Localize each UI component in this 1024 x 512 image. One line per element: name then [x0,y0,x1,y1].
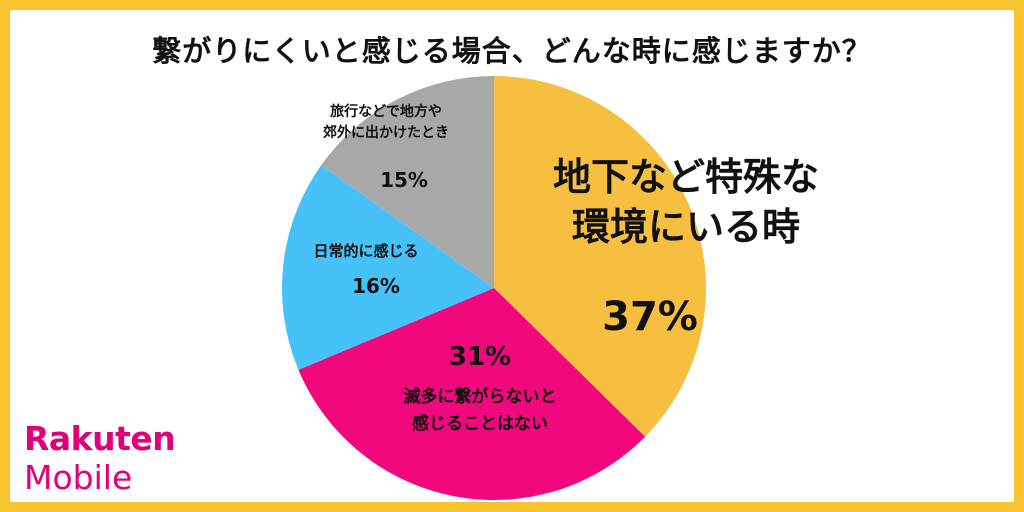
slice-value-3: 15% [380,168,428,192]
slice-value-2: 16% [352,274,400,298]
slice-label-0-line-0: 地下など特殊な [553,155,819,199]
logo-line-rakuten: Rakuten [24,419,176,458]
rakuten-mobile-logo: Rakuten Mobile [24,419,176,497]
slice-value-1: 31% [449,342,511,372]
pie-slice-1 [298,288,646,500]
slice-label-0-line-1: 環境にいる時 [572,205,800,249]
slice-value-0: 37% [602,294,698,340]
slice-label-3-line-1: 郊外に出かけたとき [323,124,449,141]
slice-label-3-line-0: 旅行などで地方や [330,103,442,120]
slice-label-1-line-1: 感じることはない [412,413,548,434]
pie-slice-0 [494,76,707,437]
chart-title: 繋がりにくいと感じる場合、どんな時に感じますか？ [152,34,872,68]
pie-slice-2 [282,165,494,370]
logo-line-mobile: Mobile [24,458,133,497]
chart-frame: 繋がりにくいと感じる場合、どんな時に感じますか？ 地下など特殊な 環境にいる時 37… [10,10,1014,502]
pie-slice-3 [321,76,494,288]
slice-label-1-line-0: 滅多に繋がらないと [404,386,557,407]
slice-label-2-line-0: 日常的に感じる [313,242,418,260]
